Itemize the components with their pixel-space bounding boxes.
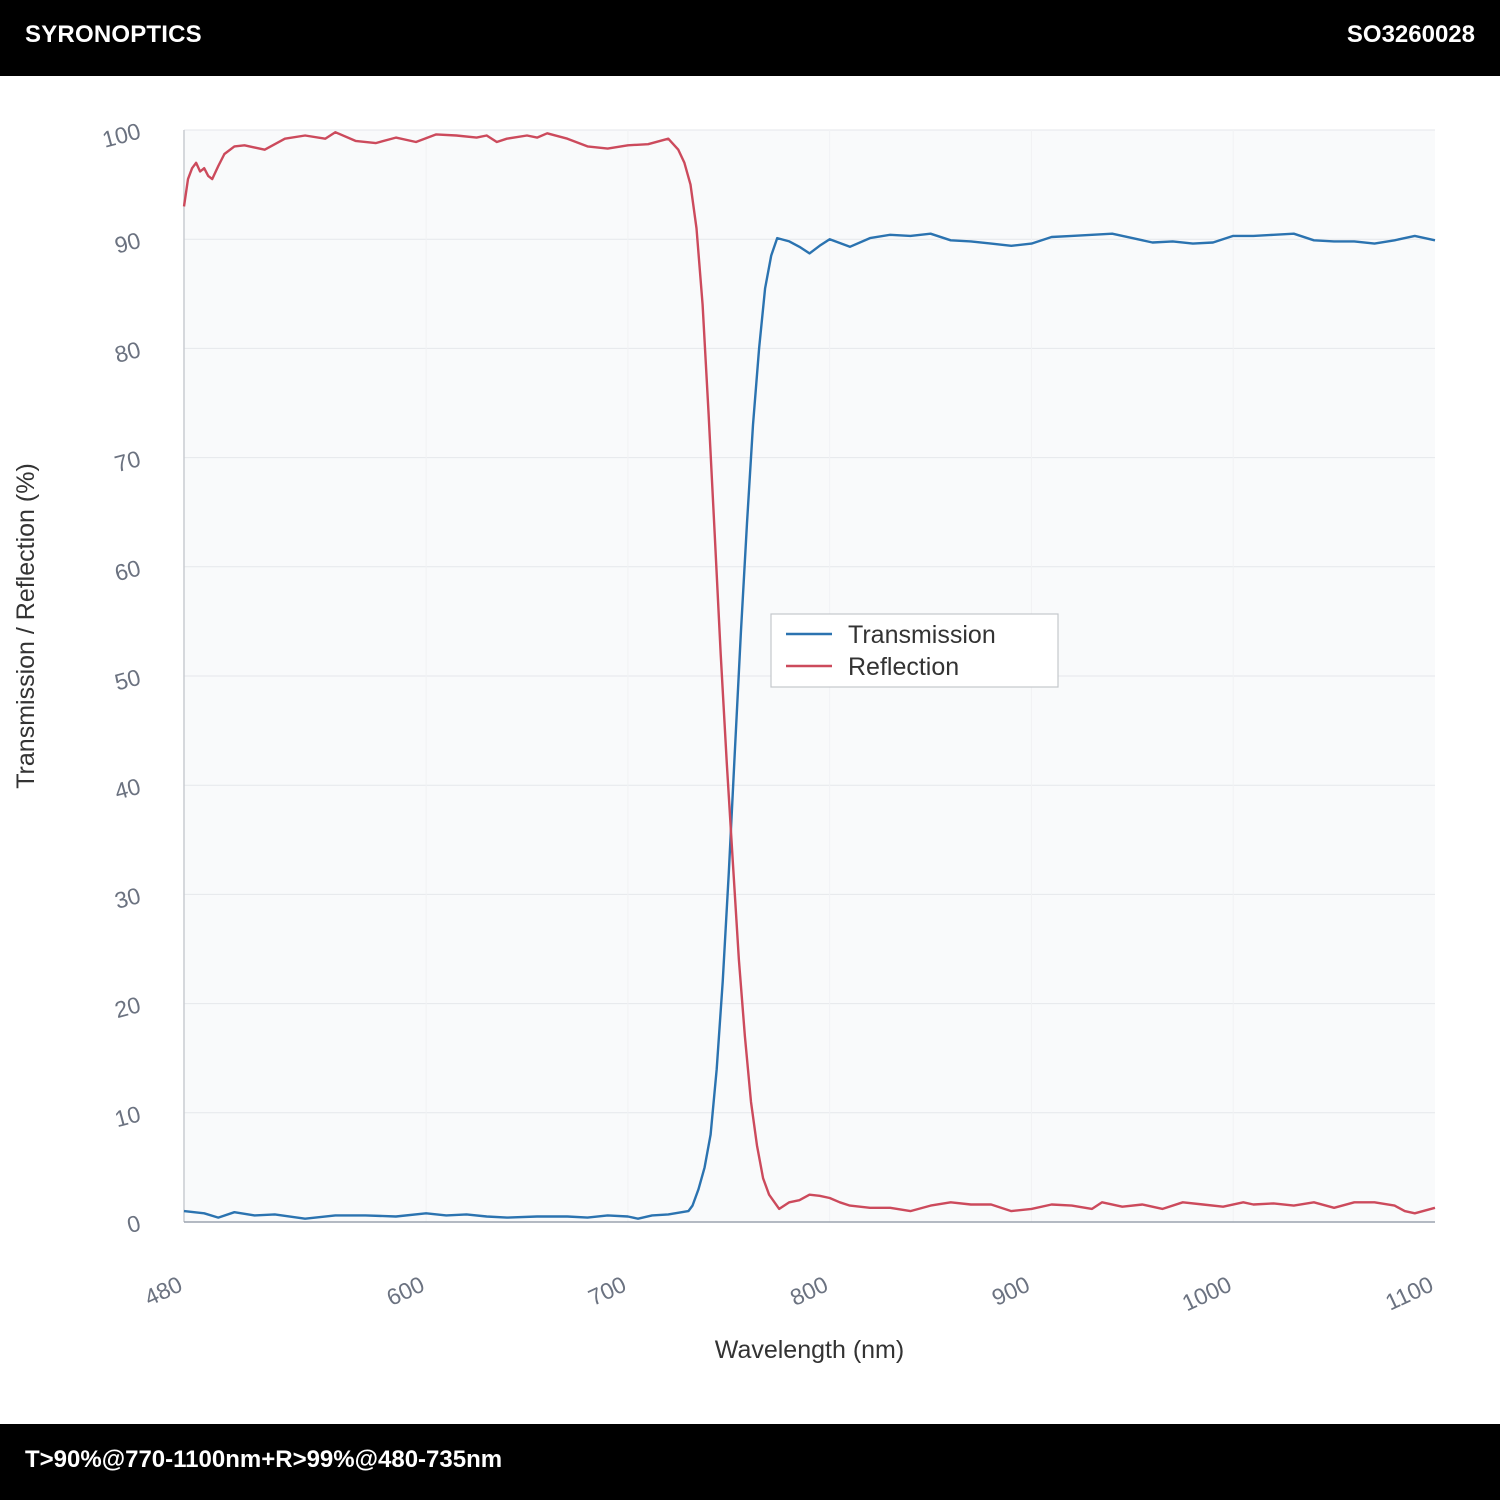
y-tick-label: 20 <box>112 991 143 1023</box>
x-tick-label: 700 <box>584 1271 630 1311</box>
series-lines <box>182 131 1436 1220</box>
y-tick-label: 100 <box>99 118 143 153</box>
legend-label-transmission: Transmission <box>848 621 996 649</box>
x-tick-label: 1100 <box>1381 1271 1437 1315</box>
legend-box <box>770 613 1059 688</box>
y-tick-label: 80 <box>112 336 143 368</box>
x-tick-label: 900 <box>988 1271 1034 1311</box>
x-tick-label: 480 <box>140 1271 186 1311</box>
axes <box>183 130 1435 1223</box>
series-line-reflection <box>182 131 1436 1215</box>
spec-text: T>90%@770-1100nm+R>99%@480-735nm <box>25 1446 503 1473</box>
legend: Transmission Reflection <box>770 613 1059 688</box>
x-axis-title: Wavelength (nm) <box>715 1336 904 1364</box>
y-tick-label: 90 <box>112 227 143 259</box>
y-tick-label: 10 <box>112 1101 143 1133</box>
legend-label-reflection: Reflection <box>848 653 959 681</box>
part-number: SO3260028 <box>1346 21 1475 48</box>
series-line-transmission <box>183 232 1436 1220</box>
brand-name: SYRONOPTICS <box>25 21 202 48</box>
header-bar: SYRONOPTICS SO3260028 <box>0 0 1500 76</box>
y-tick-label: 30 <box>112 882 143 914</box>
y-axis-title: Transmission / Reflection (%) <box>12 463 40 789</box>
y-tick-label: 70 <box>112 445 143 477</box>
x-tick-label: 1000 <box>1178 1271 1235 1316</box>
y-tick-label: 60 <box>112 555 143 587</box>
spectrum-chart: 0 10 20 30 40 50 60 70 80 90 100 480 600 700 800 900 100… <box>12 118 1437 1364</box>
x-tick-label: 600 <box>382 1271 428 1311</box>
y-tick-label: 50 <box>112 664 143 696</box>
x-tick-label: 800 <box>786 1271 832 1311</box>
y-tick-label: 40 <box>112 773 143 805</box>
grid <box>184 129 1435 1222</box>
y-tick-label: 0 <box>124 1210 143 1238</box>
footer-bar: T>90%@770-1100nm+R>99%@480-735nm <box>0 1424 1500 1500</box>
